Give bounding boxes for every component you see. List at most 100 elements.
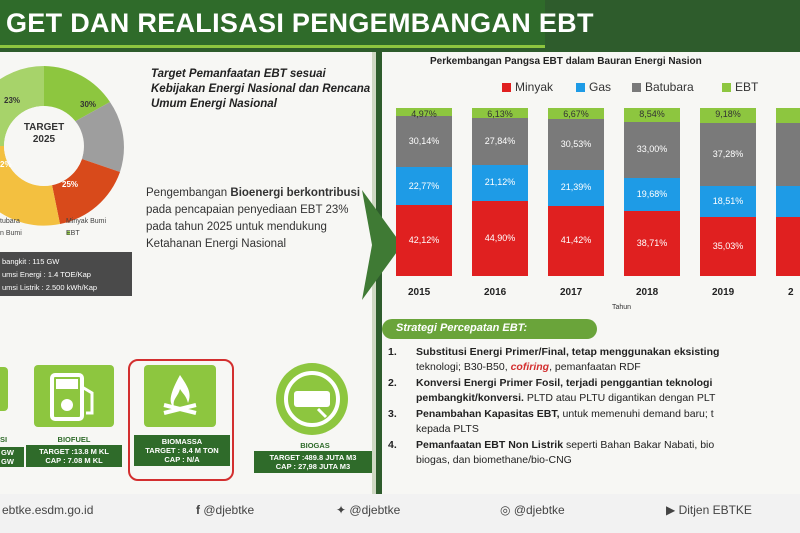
bar-ebt-2018: 8,54% — [624, 108, 680, 123]
footer-twitter[interactable]: ✦ @djebtke — [336, 503, 401, 517]
footer-bar — [0, 494, 800, 533]
fuel-pump-icon — [50, 373, 94, 421]
card0-caps: GW GW — [0, 447, 24, 467]
footer-website[interactable]: ebtke.esdm.go.id — [2, 503, 94, 517]
stats-box: bangkit : 115 GW umsi Energi : 1.4 TOE/K… — [0, 252, 132, 296]
bar-gas-2 — [776, 186, 800, 218]
bar-batubara-2018: 33,00% — [624, 122, 680, 178]
donut-pct-30: 30% — [80, 100, 97, 109]
stats-line1: bangkit : 115 GW — [2, 257, 60, 266]
bioenergy-cards: SI GW GW BIOFUEL TARGET :13.8 M KL CAP :… — [0, 355, 376, 485]
legend-gas: n Bumi — [0, 230, 22, 237]
biogas-title: BIOGAS — [300, 441, 330, 450]
biofuel-cap: CAP : 7.08 M KL — [45, 456, 103, 465]
twitter-icon: ✦ — [336, 503, 347, 517]
bar-minyak-2017: 41,42% — [548, 206, 604, 276]
biofuel-caps: TARGET :13.8 M KL CAP : 7.08 M KL — [26, 445, 122, 467]
bar-batubara-2019: 37,28% — [700, 123, 756, 187]
fire-icon — [163, 375, 197, 415]
partial-card-icon — [0, 367, 8, 411]
card0-line3: GW — [1, 457, 14, 466]
instagram-icon: ◎ — [500, 503, 511, 517]
x-tick-2015: 2015 — [408, 287, 431, 298]
donut-center-line2: 2025 — [32, 134, 56, 145]
bar-ebt-2017: 6,67% — [548, 107, 604, 120]
bar-minyak-2019: 35,03% — [700, 217, 756, 276]
bar-minyak-2016: 44,90% — [472, 200, 528, 276]
x-tick-2016: 2016 — [484, 287, 507, 298]
stats-line2: umsi Energi : 1.4 TOE/Kap — [2, 270, 91, 279]
biogas-target: TARGET :489.8 JUTA M3 — [269, 453, 357, 462]
donut-pct-ebt: 23% — [4, 96, 21, 105]
biofuel-target: TARGET :13.8 M KL — [39, 447, 109, 456]
target-heading: Target Pemanfaatan EBT sesuai Kebijakan … — [151, 68, 371, 110]
x-tick-2: 2 — [788, 287, 794, 298]
target-donut-chart — [0, 66, 124, 226]
card0-line1: SI — [0, 435, 8, 444]
title-banner: GET DAN REALISASI PENGEMBANGAN EBT — [0, 0, 593, 48]
bar-ebt-2 — [776, 108, 800, 124]
body-part3: pada pencapaian penyediaan EBT 23% pada … — [146, 204, 349, 250]
biomassa-cap: CAP : N/A — [164, 455, 200, 464]
gas-tank-icon — [284, 371, 340, 427]
biomassa-highlight — [128, 359, 234, 481]
bar-batubara-2017: 30,53% — [548, 119, 604, 171]
footer-youtube[interactable]: ▶ Ditjen EBTKE — [666, 503, 752, 517]
footer-instagram[interactable]: ◎ @djebtke — [500, 503, 565, 517]
biofuel-icon-box — [34, 365, 114, 427]
legend-minyak-chart: Minyak — [502, 80, 553, 94]
x-tick-2017: 2017 — [560, 287, 583, 298]
chevron-right-icon — [362, 190, 402, 300]
facebook-icon: f — [196, 503, 200, 517]
donut-slice-ebt-2 — [0, 66, 44, 146]
banner-title: GET DAN REALISASI PENGEMBANGAN EBT — [6, 8, 594, 38]
strategi-item-4: 4. Pemanfaatan EBT Non Listrik seperti B… — [388, 439, 715, 466]
donut-slice-batubara — [74, 102, 124, 172]
strategi-list: 1. Substitusi Energi Primer/Final, tetap… — [388, 345, 800, 469]
biogas-caps: TARGET :489.8 JUTA M3 CAP : 27,98 JUTA M… — [254, 451, 372, 473]
donut-slice-gas — [0, 146, 60, 226]
biofuel-title: BIOFUEL — [57, 435, 91, 444]
biomassa-target: TARGET : 8.4 M TON — [145, 446, 219, 455]
strategi-item-2: 2. Konversi Energi Primer Fosil, terjadi… — [388, 377, 716, 404]
strategi-item-1: 1. Substitusi Energi Primer/Final, tetap… — [388, 346, 720, 373]
bar-gas-2018: 19,68% — [624, 177, 680, 211]
bioenergi-paragraph: Pengembangan Bioenergi berkontribusi pad… — [146, 185, 371, 253]
biomassa-caps: BIOMASSA TARGET : 8.4 M TON CAP : N/A — [134, 435, 230, 466]
body-part1: Pengembangan — [146, 187, 231, 199]
bar-gas-2019: 18,51% — [700, 186, 756, 218]
biogas-cap: CAP : 27,98 JUTA M3 — [275, 462, 351, 471]
donut-slice-minyak — [52, 159, 120, 224]
stats-line3: umsi Listrik : 2.500 kWh/Kap — [2, 283, 98, 292]
body-part2: Bioenergi berkontribusi — [230, 187, 361, 199]
donut-center-label: TARGET 2025 — [18, 122, 70, 146]
legend-ebt-chart: EBT — [722, 80, 758, 94]
legend-batubara-chart: Batubara — [632, 80, 694, 94]
legend-gas-chart: Gas — [576, 80, 611, 94]
strategi-heading: Strategi Percepatan EBT: — [382, 319, 597, 339]
bar-gas-2016: 21,12% — [472, 165, 528, 201]
strategi-item-3: 3. Penambahan Kapasitas EBT, untuk memen… — [388, 408, 714, 435]
donut-slice-ebt — [44, 66, 110, 122]
bar-ebt-2015: 4,97% — [396, 108, 452, 119]
bar-batubara-2016: 27,84% — [472, 118, 528, 166]
x-tick-2018: 2018 — [636, 287, 659, 298]
biomassa-icon-box — [144, 365, 216, 427]
x-axis-label: Tahun — [612, 304, 632, 311]
bar-minyak-2015: 42,12% — [396, 205, 452, 276]
youtube-icon: ▶ — [666, 503, 676, 517]
bar-batubara-2015: 30,14% — [396, 116, 452, 167]
x-tick-2019: 2019 — [712, 287, 735, 298]
bar-gas-2015: 22,77% — [396, 166, 452, 206]
chart-title: Perkembangan Pangsa EBT dalam Bauran Ene… — [430, 56, 702, 67]
bar-minyak-2 — [776, 217, 800, 276]
donut-center-line1: TARGET — [23, 122, 65, 133]
footer-facebook[interactable]: f @djebtke — [196, 503, 255, 517]
card0-text: SI — [0, 435, 24, 444]
biomassa-title: BIOMASSA — [161, 437, 203, 446]
donut-pct-gas: 2% — [0, 160, 12, 169]
bar-ebt-2016: 6,13% — [472, 108, 528, 119]
donut-pct-25: 25% — [62, 180, 79, 189]
legend-batubara: tubara — [0, 218, 20, 225]
card0-line2: GW — [1, 448, 14, 457]
